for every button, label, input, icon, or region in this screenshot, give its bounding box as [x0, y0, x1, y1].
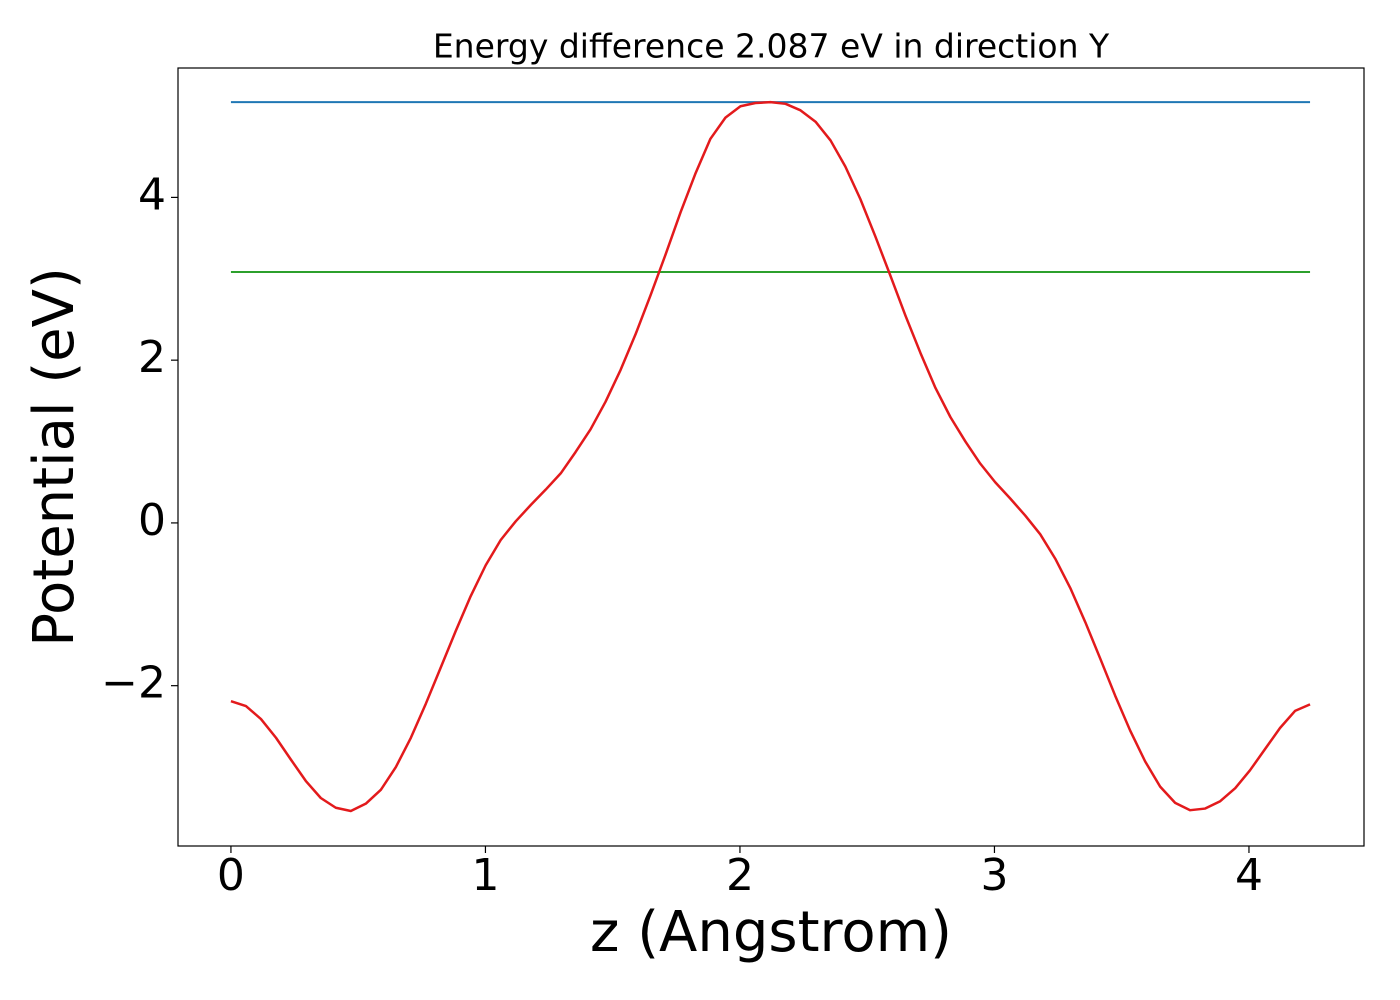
y-tick-label: 4 [138, 169, 166, 220]
x-axis-label: z (Angstrom) [590, 900, 952, 965]
x-tick-label: 4 [1235, 850, 1263, 901]
y-tick-label: 2 [138, 332, 166, 383]
plot-frame [177, 67, 1365, 847]
x-tick-label: 1 [471, 850, 499, 901]
data-line [230, 100, 1311, 813]
y-tick-label: −2 [101, 658, 166, 709]
y-axis-label: Potential (eV) [22, 267, 87, 647]
x-tick-label: 3 [980, 850, 1008, 901]
y-tick-label: 0 [138, 495, 166, 546]
x-tick-label: 0 [217, 850, 245, 901]
chart-title: Energy difference 2.087 eV in direction … [433, 27, 1110, 66]
x-tick-label: 2 [726, 850, 754, 901]
